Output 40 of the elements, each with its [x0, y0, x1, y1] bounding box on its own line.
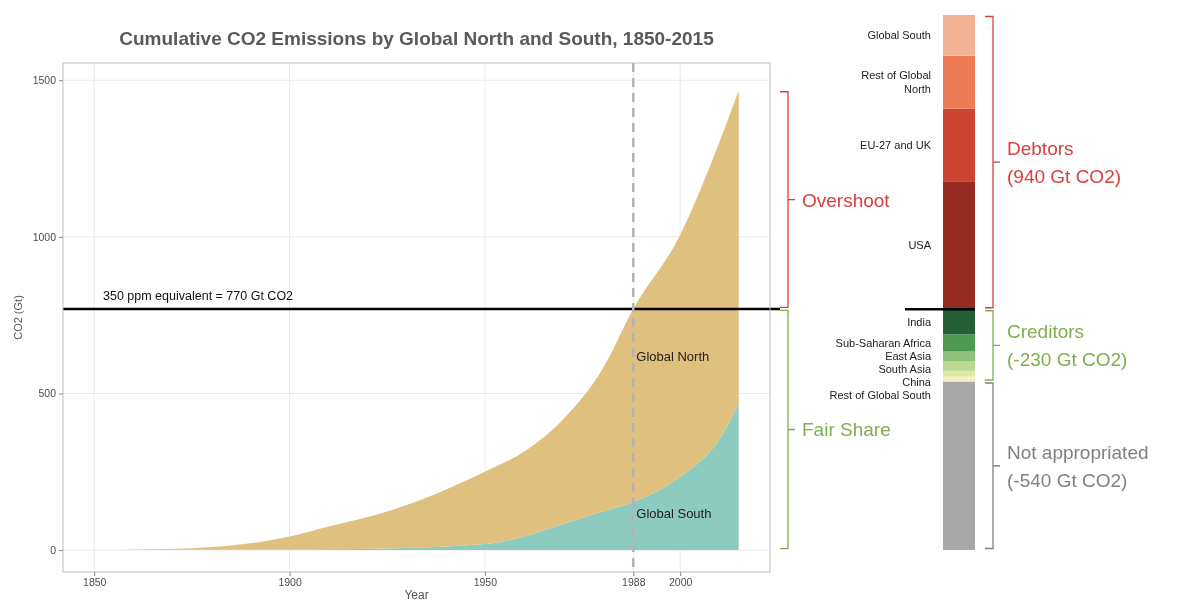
- text: Fair Share: [802, 419, 891, 441]
- y-tick-label: 0: [50, 543, 57, 556]
- series-label: India: [907, 315, 932, 328]
- bar: [943, 370, 975, 377]
- y-tick-label: 1500: [32, 74, 57, 87]
- bar: [943, 361, 975, 371]
- text: Overshoot: [802, 189, 891, 211]
- x-axis-title: Year: [404, 588, 429, 602]
- ref-line-label: 350 ppm equivalent = 770 Gt CO2: [103, 288, 294, 303]
- series-label: Global South: [867, 29, 931, 42]
- bar: [943, 334, 975, 352]
- bar: [943, 308, 975, 335]
- bar: [943, 351, 975, 362]
- bar: [943, 55, 975, 109]
- x-tick-label: 1850: [83, 576, 107, 589]
- bar: [943, 381, 975, 550]
- series-label: Sub-Saharan Africa: [835, 336, 932, 349]
- chart-title: Cumulative CO2 Emissions by Global North and South, 1850-2015: [119, 28, 715, 49]
- x-tick-label: 1950: [473, 576, 498, 589]
- text: Debtors (940 Gt CO2): [1007, 138, 1122, 188]
- x-tick-label: 2000: [668, 576, 693, 589]
- bar: [943, 181, 975, 309]
- series-label: East Asia: [885, 350, 932, 363]
- series-label: Rest of Global South: [829, 389, 931, 402]
- series-label: EU-27 and UK: [860, 139, 932, 152]
- text: Creditors (-230 Gt CO2): [1007, 321, 1128, 371]
- series-label: USA: [908, 239, 932, 252]
- y-axis-title: CO2 (Gt): [12, 295, 24, 340]
- y-tick-label: 500: [38, 387, 57, 400]
- y-tick-label: 1000: [32, 230, 57, 243]
- x-tick-label: 1988: [622, 576, 646, 589]
- x-tick-label: 1900: [278, 576, 302, 589]
- text: Not appropriated (-540 Gt CO2): [1007, 441, 1149, 491]
- series-label: Global North: [636, 348, 710, 364]
- bar: [943, 15, 975, 56]
- series-label: Global South: [636, 506, 712, 522]
- series-label: Rest of Global North: [861, 69, 931, 96]
- bar: [943, 108, 975, 182]
- series-label: South Asia: [878, 363, 932, 376]
- series-label: China: [902, 376, 932, 389]
